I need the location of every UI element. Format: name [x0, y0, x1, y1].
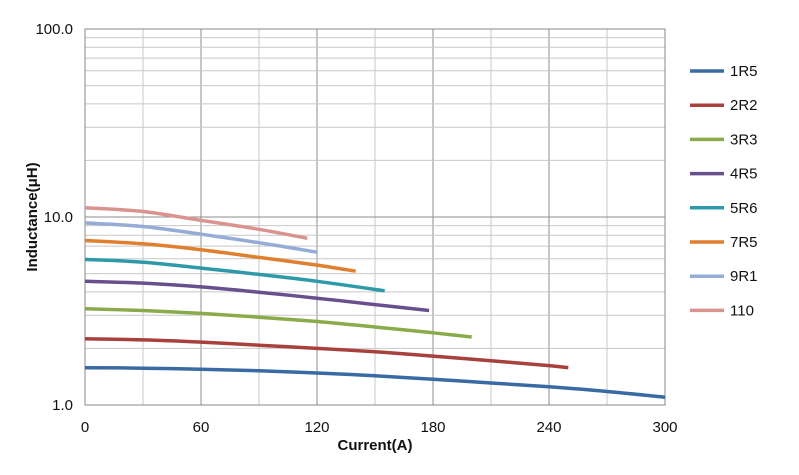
grid-lines: [84, 28, 666, 406]
y-tick-label: 1.0: [52, 397, 73, 414]
series-line-1R5: [84, 365, 666, 399]
x-tick-label: 120: [304, 419, 329, 436]
legend-label-4R5: 4R5: [730, 166, 758, 183]
x-tick-label: 300: [652, 419, 677, 436]
x-tick-label: 0: [81, 419, 89, 436]
legend-label-110: 110: [730, 302, 754, 319]
legend-label-2R2: 2R2: [730, 97, 758, 114]
y-axis-title: Inductance(μH): [24, 162, 41, 271]
series-line-2R2: [84, 337, 569, 370]
legend: 1R5 2R2 3R3 4R5 5R6 7R5 9R1 110: [690, 63, 758, 319]
x-tick-label: 180: [420, 419, 445, 436]
legend-label-3R3: 3R3: [730, 131, 758, 148]
legend-label-5R6: 5R6: [730, 200, 758, 217]
series-line-3R3: [84, 307, 472, 339]
y-tick-label: 10.0: [44, 209, 73, 226]
x-axis-title: Current(A): [338, 437, 413, 454]
legend-label-9R1: 9R1: [730, 268, 758, 285]
series-line-110: [84, 205, 308, 241]
plot-area-border: [84, 28, 666, 406]
series-line-5R6: [84, 257, 385, 293]
x-tick-label: 60: [193, 419, 210, 436]
series-line-7R5: [84, 238, 356, 273]
legend-label-1R5: 1R5: [730, 63, 758, 80]
axis-ticks: 0 60 120 180 240 300 1.0 10.0 100.0: [35, 21, 677, 436]
series-line-9R1: [84, 221, 318, 254]
x-tick-label: 240: [536, 419, 561, 436]
legend-label-7R5: 7R5: [730, 234, 758, 251]
y-tick-label: 100.0: [35, 21, 73, 38]
series-line-4R5: [84, 279, 430, 313]
series-lines: [84, 205, 666, 399]
